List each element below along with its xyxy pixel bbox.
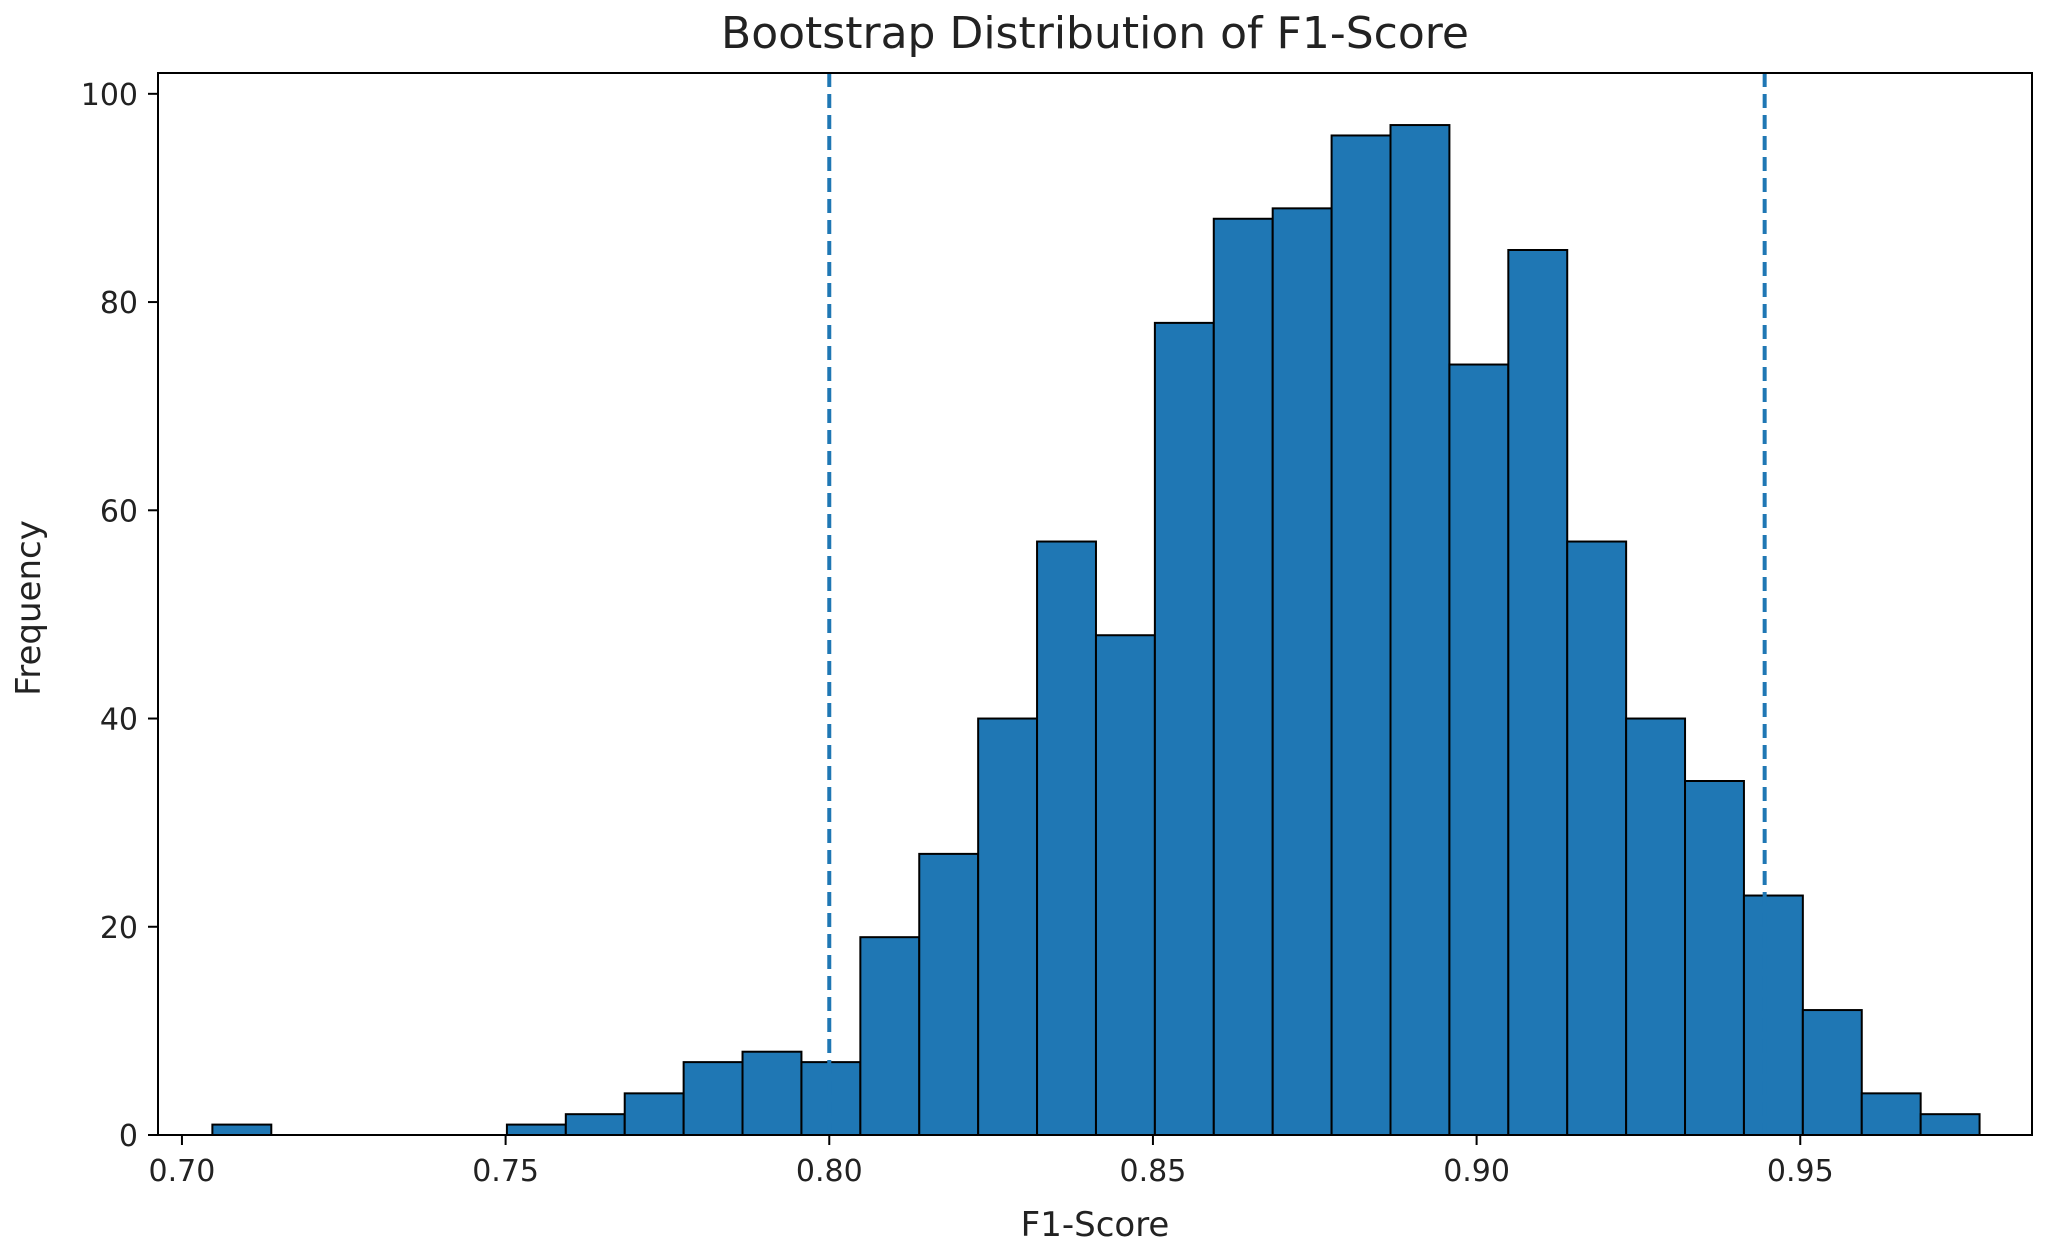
y-tick-label: 80 [100, 286, 138, 321]
chart-title: Bootstrap Distribution of F1-Score [721, 8, 1469, 59]
histogram-bar [977, 717, 1039, 1137]
histogram-bar [859, 936, 921, 1136]
histogram-bar [1389, 124, 1451, 1136]
y-tick-label: 0 [119, 1119, 138, 1154]
y-axis-label: Frequency [9, 520, 49, 696]
x-tick-label: 0.80 [796, 1154, 863, 1189]
histogram-bar [1330, 134, 1392, 1137]
histogram-bar [800, 1061, 862, 1136]
x-axis: 0.70 0.75 0.80 0.85 0.90 0.95 [149, 1135, 1834, 1189]
x-tick-label: 0.95 [1767, 1154, 1834, 1189]
y-tick-label: 60 [100, 494, 138, 529]
histogram-bar [682, 1061, 744, 1136]
histogram-bar [1860, 1092, 1922, 1136]
histogram-bar [1507, 249, 1569, 1136]
histogram-bar [211, 1123, 273, 1136]
x-tick-label: 0.75 [472, 1154, 539, 1189]
histogram-bar [741, 1050, 803, 1136]
histogram-bar [1625, 717, 1687, 1137]
y-tick-label: 100 [81, 78, 138, 113]
x-tick-label: 0.85 [1120, 1154, 1187, 1189]
histogram-bar [505, 1123, 567, 1136]
histogram-bar [623, 1092, 685, 1136]
y-tick-label: 40 [100, 703, 138, 738]
histogram-bar [1036, 540, 1097, 1136]
histogram-bar [1212, 217, 1274, 1136]
histogram-bar [1271, 207, 1333, 1137]
histogram-bar [1684, 780, 1745, 1136]
histogram-bar [1919, 1113, 1981, 1137]
histogram-bar [1801, 1009, 1863, 1136]
bars-group [211, 124, 1981, 1137]
x-tick-label: 0.90 [1443, 1154, 1510, 1189]
histogram-bar [1094, 634, 1156, 1136]
histogram-bar [1153, 321, 1215, 1136]
histogram-bar [918, 852, 980, 1136]
reference-lines-group [827, 73, 1767, 1135]
y-axis: 0 20 40 60 80 100 [81, 78, 158, 1154]
x-tick-label: 0.70 [149, 1154, 216, 1189]
plot-frame [157, 72, 2033, 1136]
histogram-bar [564, 1113, 626, 1137]
histogram-bar [1566, 540, 1628, 1136]
histogram-bar [1448, 363, 1510, 1136]
y-tick-label: 20 [100, 911, 138, 946]
x-axis-label: F1-Score [1021, 1205, 1170, 1245]
histogram-bar [1742, 894, 1804, 1137]
